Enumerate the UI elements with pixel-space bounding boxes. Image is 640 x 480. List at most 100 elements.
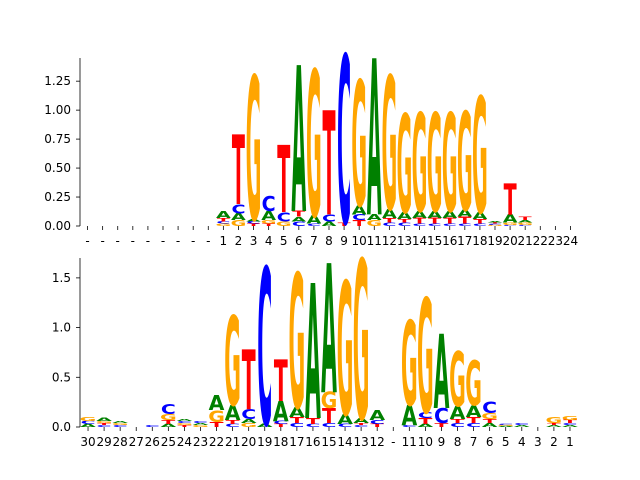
letter-G: G — [427, 86, 443, 243]
letter-A: A — [291, 25, 306, 259]
top-y-tick-label: 0.50 — [44, 161, 71, 175]
bottom-y-tick-label: 1.5 — [52, 271, 71, 285]
letter-A: A — [96, 417, 113, 422]
letter-T: T — [274, 349, 288, 416]
letter-A: A — [546, 425, 563, 428]
letter-T: T — [458, 215, 472, 226]
letter-G: G — [160, 413, 177, 422]
letter-A: A — [369, 408, 385, 424]
bottom-stack-17: CAG — [337, 244, 354, 458]
bottom-x-tick-label: 6 — [486, 435, 494, 449]
letter-T: T — [338, 222, 352, 227]
bottom-x-tick-label: 10 — [418, 435, 433, 449]
letter-T: T — [435, 422, 450, 429]
letter-G: G — [246, 36, 262, 265]
letter-G: G — [397, 87, 413, 244]
letter-A: A — [246, 219, 261, 223]
letter-A: A — [514, 425, 531, 428]
letter-G: G — [517, 222, 533, 226]
top-x-tick-label: 1 — [220, 234, 228, 248]
bottom-stack-28: AC — [514, 423, 531, 428]
bottom-stack-23: TCA — [434, 315, 450, 433]
letter-C: C — [225, 423, 240, 428]
top-stack-18: TC — [337, 8, 351, 277]
letter-G: G — [449, 337, 466, 424]
letter-A: A — [305, 248, 321, 463]
letter-C: C — [518, 225, 532, 227]
bottom-x-tick-label: 28 — [113, 435, 128, 449]
bottom-x-tick-label: 5 — [502, 435, 510, 449]
letter-A: A — [216, 209, 231, 220]
letter-G: G — [562, 415, 579, 422]
letter-G: G — [351, 46, 367, 246]
top-x-tick-label: - — [116, 234, 120, 248]
letter-G: G — [208, 408, 225, 427]
top-stack-14: GCT — [276, 126, 292, 234]
letter-G: G — [472, 65, 488, 250]
letter-C: C — [402, 425, 417, 428]
letter-A: A — [482, 422, 498, 429]
letter-G: G — [337, 244, 354, 458]
letter-C: C — [273, 420, 288, 425]
bottom-x-tick-label: 17 — [289, 435, 304, 449]
letter-A: A — [209, 391, 225, 415]
letter-A: A — [466, 403, 483, 422]
letter-T: T — [226, 419, 241, 426]
letter-T: T — [504, 174, 517, 224]
letter-A: A — [273, 396, 289, 428]
letter-A: A — [225, 401, 241, 425]
letter-G: G — [465, 349, 482, 420]
letter-T: T — [322, 404, 336, 428]
letter-C: C — [382, 222, 396, 227]
letter-C: C — [113, 425, 128, 428]
top-x-tick-label: - — [131, 234, 135, 248]
bottom-x-tick-label: 23 — [193, 435, 208, 449]
letter-C: C — [466, 422, 481, 429]
bottom-stack-9: TGA — [208, 391, 225, 429]
letter-T: T — [467, 416, 481, 425]
letter-G: G — [546, 416, 563, 425]
letter-T: T — [488, 222, 502, 224]
letter-T: T — [232, 117, 245, 228]
letter-T: T — [290, 416, 304, 425]
top-x-tick-label: - — [161, 234, 165, 248]
letter-A: A — [353, 417, 369, 425]
letter-C: C — [352, 213, 366, 222]
letter-G: G — [481, 412, 498, 421]
letter-A: A — [231, 211, 246, 222]
letter-T: T — [97, 423, 111, 426]
top-x-tick-label: 13 — [397, 234, 412, 248]
letter-T: T — [398, 218, 412, 223]
letter-C: C — [562, 423, 577, 426]
letter-C: C — [307, 223, 321, 227]
bottom-x-tick-label: 13 — [353, 435, 368, 449]
letter-G: G — [353, 217, 370, 470]
bottom-x-tick-label: 2 — [550, 435, 558, 449]
letter-A: A — [307, 213, 323, 227]
top-x-tick-label: 20 — [502, 234, 517, 248]
bottom-x-tick-label: 16 — [305, 435, 320, 449]
letter-G: G — [497, 425, 514, 427]
letter-C: C — [473, 223, 487, 227]
letter-C: C — [443, 223, 457, 227]
letter-T: T — [262, 223, 276, 227]
top-x-tick-label: 17 — [457, 234, 472, 248]
bottom-y-tick-label: 0.5 — [52, 370, 71, 384]
letter-A: A — [177, 419, 194, 422]
letter-T: T — [354, 423, 368, 426]
letter-A: A — [321, 228, 337, 435]
letter-C: C — [338, 423, 353, 428]
top-x-tick-label: - — [206, 234, 210, 248]
bottom-x-tick-label: 30 — [80, 435, 95, 449]
top-y-tick-label: 1.25 — [44, 74, 71, 88]
letter-C: C — [305, 423, 320, 428]
letter-C: C — [97, 425, 112, 428]
top-x-tick-label: 19 — [487, 234, 502, 248]
